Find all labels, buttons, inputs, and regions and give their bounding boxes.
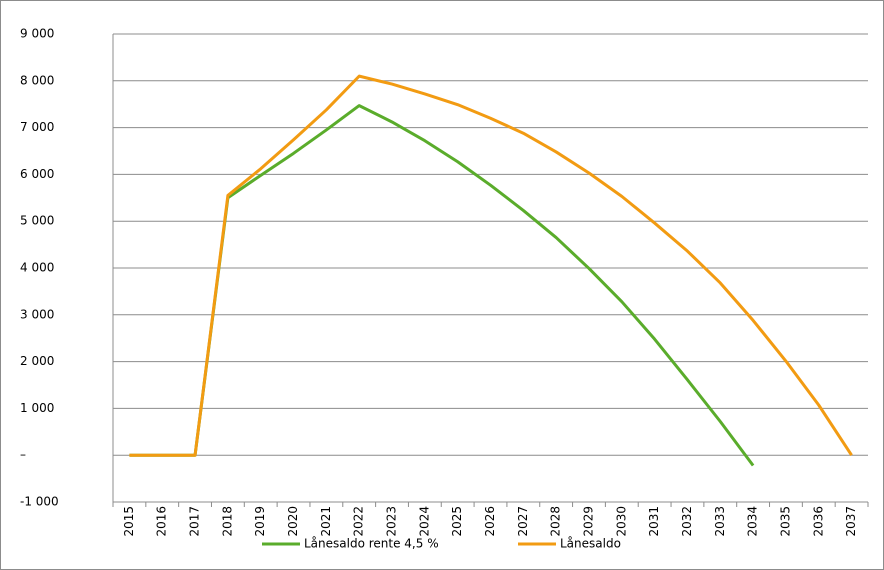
y-tick-label: 4 000	[20, 261, 54, 275]
series-line	[129, 74, 853, 457]
x-tick-label: 2025	[450, 506, 464, 537]
x-tick-label: 2023	[385, 506, 399, 537]
x-tick-label: 2015	[122, 506, 136, 537]
x-tick-label: 2016	[155, 506, 169, 537]
x-tick-label: 2037	[844, 506, 858, 537]
x-tick-label: 2024	[417, 506, 431, 537]
x-tick-label: 2020	[286, 506, 300, 537]
legend-label: Lånesaldo	[560, 537, 621, 551]
series-line	[129, 104, 755, 467]
x-tick-label: 2027	[516, 506, 530, 537]
y-tick-label: 5 000	[20, 214, 54, 228]
x-tick-label: 2017	[188, 506, 202, 537]
y-tick-label: 9 000	[20, 27, 54, 41]
x-tick-label: 2032	[680, 506, 694, 537]
y-tick-label: 1 000	[20, 401, 54, 415]
x-tick-label: 2018	[220, 506, 234, 537]
y-tick-label: –	[20, 448, 26, 462]
x-tick-label: 2030	[614, 506, 628, 537]
y-tick-label: 8 000	[20, 73, 54, 87]
y-tick-label: 3 000	[20, 307, 54, 321]
y-tick-label: 6 000	[20, 167, 54, 181]
legend-label: Lånesaldo rente 4,5 %	[304, 537, 439, 551]
x-tick-label: 2036	[811, 506, 825, 537]
y-tick-label: 7 000	[20, 120, 54, 134]
y-tick-label: 2 000	[20, 354, 54, 368]
x-tick-label: 2021	[319, 506, 333, 537]
x-tick-label: 2029	[581, 506, 595, 537]
x-tick-label: 2035	[778, 506, 792, 537]
x-tick-label: 2034	[746, 506, 760, 537]
y-tick-label: -1 000	[20, 495, 59, 509]
x-tick-label: 2033	[713, 506, 727, 537]
x-tick-label: 2019	[253, 506, 267, 537]
x-tick-label: 2022	[352, 506, 366, 537]
x-tick-label: 2028	[549, 506, 563, 537]
x-tick-label: 2026	[483, 506, 497, 537]
x-tick-label: 2031	[647, 506, 661, 537]
